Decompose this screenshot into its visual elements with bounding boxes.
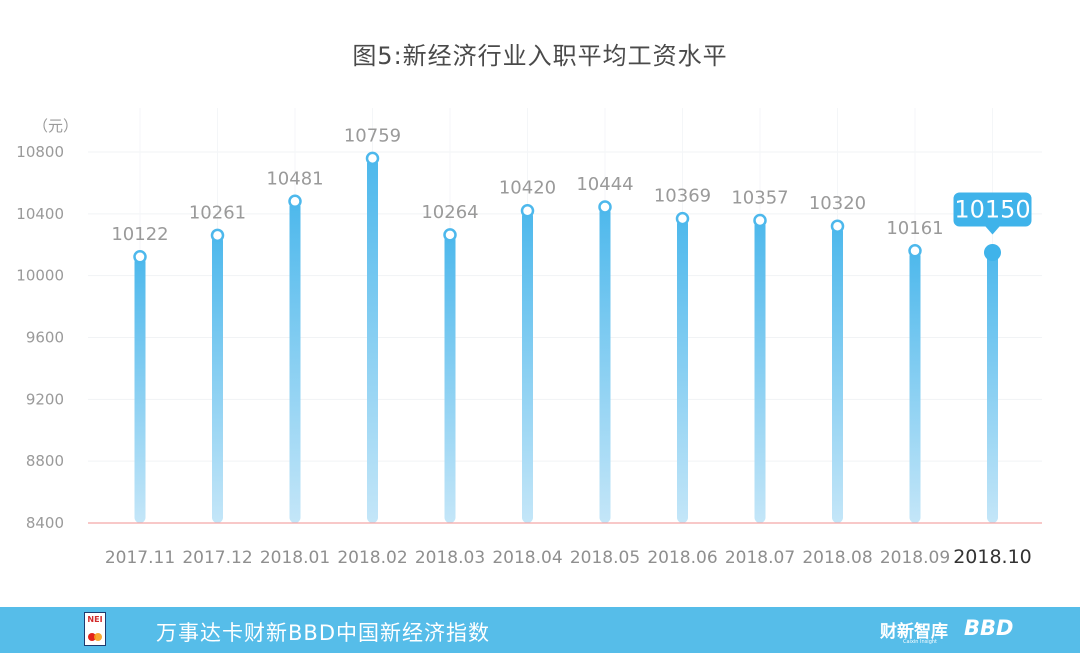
bar: [599, 207, 611, 523]
bar: [444, 234, 456, 523]
y-tick-label: 8400: [26, 514, 64, 532]
x-tick-label: 2018.05: [570, 548, 640, 568]
data-label: 10261: [189, 202, 246, 223]
bar-chart: （元） 8400 8800 9200 9600 10000 10400 10800 1012…: [16, 108, 1042, 568]
y-axis-unit-label: （元）: [33, 117, 78, 135]
data-label: 10481: [266, 168, 323, 189]
x-tick-label: 2018.07: [725, 548, 795, 568]
data-label-highlight: 10150: [954, 195, 1030, 223]
bar: [987, 252, 998, 523]
x-tick-label-highlight: 2018.10: [953, 546, 1032, 568]
bar: [367, 158, 378, 523]
x-tick-label: 2018.02: [337, 548, 407, 568]
x-tick-label: 2018.03: [415, 548, 485, 568]
bar: [754, 220, 766, 524]
chart-title: 图5:新经济行业入职平均工资水平: [352, 42, 728, 70]
bar: [212, 235, 223, 523]
bar-marker: [675, 211, 690, 226]
data-label: 10161: [886, 218, 943, 239]
bar: [909, 250, 921, 523]
grid-lines: [88, 108, 1042, 523]
bar: [522, 210, 533, 523]
data-label: 10369: [654, 186, 711, 207]
x-axis-ticks: 2017.11 2017.12 2018.01 2018.02 2018.03 2018.…: [105, 546, 1032, 568]
y-tick-label: 10000: [16, 267, 64, 285]
x-tick-label: 2018.01: [260, 548, 330, 568]
bar-marker: [133, 250, 147, 264]
data-label: 10759: [344, 125, 401, 146]
mastercard-nei-logo: NEI: [84, 612, 106, 646]
bar: [677, 218, 688, 523]
bar-marker: [830, 219, 845, 233]
logo-text: NEI: [87, 615, 103, 624]
data-label: 10444: [576, 174, 633, 195]
x-tick-label: 2018.08: [802, 548, 872, 568]
y-tick-label: 10400: [16, 205, 64, 223]
y-tick-label: 8800: [26, 452, 64, 470]
x-tick-label: 2017.11: [105, 548, 175, 568]
x-tick-label: 2018.09: [880, 548, 950, 568]
x-tick-label: 2017.12: [182, 548, 252, 568]
data-label: 10264: [421, 202, 478, 223]
bar: [134, 256, 146, 523]
data-label: 10357: [731, 187, 788, 208]
y-axis-ticks: 8400 8800 9200 9600 10000 10400 10800: [16, 143, 64, 532]
caixin-insight-subtext: Caixin Insight: [903, 639, 937, 645]
bar-marker: [365, 151, 380, 166]
data-label: 10122: [111, 224, 168, 245]
bbd-logo: BBD: [964, 616, 1014, 640]
caixin-insight-logo: 财新智库: [880, 622, 948, 642]
y-tick-label: 9600: [26, 329, 64, 347]
bar-marker: [598, 200, 612, 214]
bar-marker: [443, 228, 457, 242]
x-tick-label: 2018.04: [492, 548, 562, 568]
data-label: 10320: [809, 193, 866, 214]
bar-marker-highlight: [984, 243, 1001, 261]
highlight-callout: [953, 192, 1032, 227]
data-label: 10420: [499, 178, 556, 199]
x-tick-label: 2018.06: [647, 548, 717, 568]
bar-marker: [753, 213, 767, 228]
bar-marker: [520, 203, 535, 218]
footer-index-name: 万事达卡财新BBD中国新经济指数: [156, 621, 490, 645]
bar-marker: [288, 194, 302, 209]
y-tick-label: 10800: [16, 143, 64, 161]
y-tick-label: 9200: [26, 390, 64, 408]
footer-bar: NEI 万事达卡财新BBD中国新经济指数 财新智库 Caixin Insight…: [0, 607, 1080, 653]
bar-marker: [210, 228, 225, 243]
highlight-callout-pointer: [985, 226, 1000, 235]
bar: [832, 226, 843, 523]
bars: 10122 10261 10481 10759 10264 10420 10444 10369…: [111, 125, 1032, 524]
bar-marker: [908, 244, 922, 258]
bar: [289, 201, 301, 524]
